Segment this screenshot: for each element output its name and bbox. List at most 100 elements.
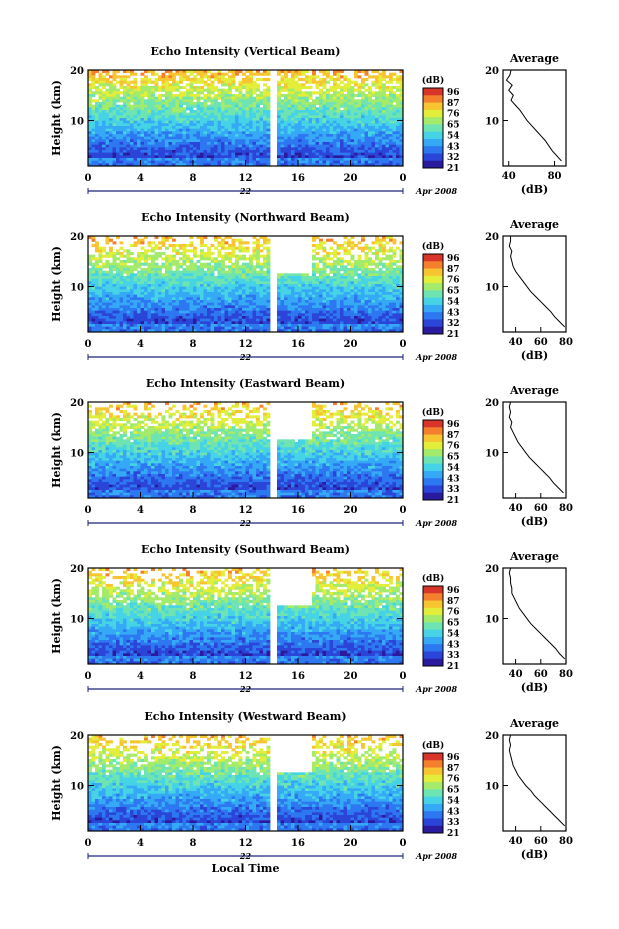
heatmap-cell: [291, 123, 295, 127]
heatmap-cell: [228, 158, 232, 162]
heatmap-cell: [399, 136, 404, 140]
heatmap-cell: [343, 305, 348, 309]
heatmap-cell: [385, 294, 390, 298]
heatmap-cell: [392, 126, 397, 130]
heatmap-cell: [154, 160, 159, 164]
heatmap-cell: [130, 305, 134, 309]
heatmap-cell: [350, 86, 355, 90]
heatmap-cell: [217, 120, 222, 124]
heatmap-cell: [361, 91, 365, 95]
heatmap-cell: [126, 289, 131, 293]
heatmap-cell: [137, 147, 141, 151]
heatmap-cell: [203, 297, 208, 301]
heatmap-cell: [182, 260, 187, 264]
heatmap-cell: [329, 88, 334, 92]
heatmap-cell: [140, 102, 145, 106]
heatmap-cell: [336, 147, 341, 151]
heatmap-cell: [172, 254, 176, 258]
heatmap-cell: [319, 102, 323, 106]
heatmap-cell: [336, 112, 341, 116]
heatmap-cell: [263, 107, 267, 111]
heatmap-cell: [140, 238, 145, 242]
heatmap-cell: [371, 123, 376, 127]
heatmap-cell: [133, 268, 138, 272]
heatmap-cell: [361, 273, 365, 277]
heatmap-cell: [217, 118, 222, 122]
heatmap-cell: [130, 99, 134, 103]
heatmap-cell: [133, 80, 138, 84]
heatmap-cell: [326, 294, 330, 298]
heatmap-cell: [200, 163, 204, 167]
heatmap-cell: [189, 72, 194, 76]
heatmap-cell: [389, 147, 393, 151]
heatmap-cell: [235, 131, 239, 135]
heatmap-cell: [105, 276, 110, 280]
heatmap-cell: [378, 150, 383, 154]
heatmap-cell: [291, 308, 295, 312]
heatmap-cell: [396, 284, 400, 288]
heatmap-cell: [249, 286, 253, 290]
heatmap-cell: [88, 276, 92, 280]
heatmap-cell: [186, 286, 190, 290]
heatmap-cell: [368, 160, 372, 164]
heatmap-cell: [319, 152, 323, 156]
heatmap-cell: [336, 110, 341, 114]
heatmap-cell: [371, 115, 376, 119]
heatmap-cell: [249, 88, 253, 92]
heatmap-cell: [382, 294, 386, 298]
heatmap-cell: [399, 107, 404, 111]
heatmap-cell: [189, 144, 194, 148]
heatmap-cell: [165, 99, 169, 103]
heatmap-cell: [371, 152, 376, 156]
heatmap-cell: [315, 110, 320, 114]
heatmap-cell: [336, 128, 341, 132]
heatmap-cell: [378, 241, 383, 245]
heatmap-cell: [123, 118, 127, 122]
heatmap-cell: [333, 254, 337, 258]
heatmap-cell: [308, 163, 313, 167]
heatmap-cell: [312, 147, 316, 151]
heatmap-cell: [259, 144, 264, 148]
heatmap-cell: [228, 289, 232, 293]
heatmap-cell: [343, 310, 348, 314]
heatmap-cell: [123, 297, 127, 301]
heatmap-cell: [389, 118, 393, 122]
heatmap-cell: [214, 110, 218, 114]
heatmap-cell: [354, 150, 358, 154]
heatmap-cell: [315, 268, 320, 272]
heatmap-cell: [182, 120, 187, 124]
heatmap-cell: [329, 284, 334, 288]
heatmap-cell: [102, 289, 106, 293]
heatmap-cell: [95, 289, 99, 293]
heatmap-cell: [252, 252, 257, 256]
heatmap-cell: [252, 302, 257, 306]
heatmap-cell: [301, 144, 306, 148]
heatmap-cell: [217, 300, 222, 304]
heatmap-cell: [256, 110, 260, 114]
heatmap-cell: [256, 144, 260, 148]
heatmap-cell: [217, 126, 222, 130]
heatmap-cell: [123, 123, 127, 127]
heatmap-cell: [126, 94, 131, 98]
heatmap-cell: [144, 147, 148, 151]
heatmap-cell: [147, 294, 152, 298]
heatmap-cell: [312, 110, 316, 114]
heatmap-cell: [95, 302, 99, 306]
heatmap-cell: [329, 75, 334, 79]
heatmap-cell: [242, 107, 246, 111]
heatmap-cell: [287, 80, 292, 84]
heatmap-cell: [151, 155, 155, 159]
heatmap-cell: [221, 94, 225, 98]
heatmap-cell: [95, 249, 99, 253]
heatmap-cell: [105, 126, 110, 130]
heatmap-cell: [207, 131, 211, 135]
heatmap-cell: [144, 131, 148, 135]
heatmap-cell: [91, 297, 96, 301]
heatmap-cell: [312, 254, 316, 258]
heatmap-cell: [151, 144, 155, 148]
heatmap-cell: [193, 289, 197, 293]
heatmap-cell: [361, 107, 365, 111]
heatmap-cell: [347, 118, 351, 122]
heatmap-cell: [116, 305, 120, 309]
heatmap-cell: [378, 294, 383, 298]
